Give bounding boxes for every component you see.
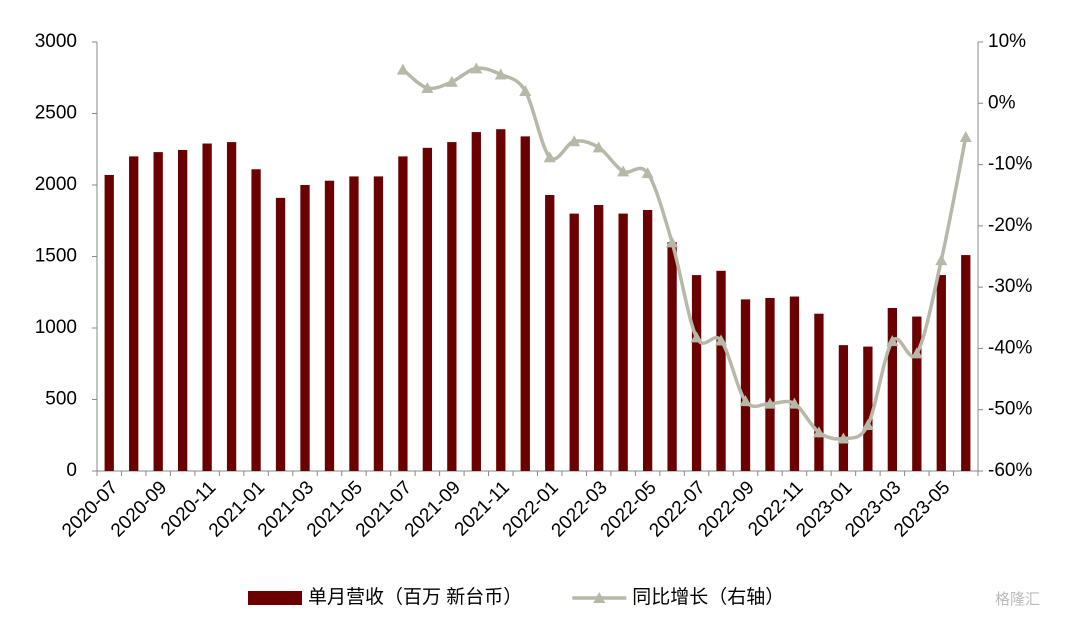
y-tick-label: 0 bbox=[66, 460, 77, 481]
bar bbox=[765, 297, 775, 471]
marker bbox=[445, 75, 458, 87]
marker bbox=[935, 254, 948, 266]
bar bbox=[838, 345, 849, 471]
legend-label: 单月营收（百万 新台币） bbox=[308, 586, 522, 608]
bar bbox=[545, 195, 555, 471]
bar bbox=[447, 142, 457, 471]
marker bbox=[788, 397, 801, 409]
marker bbox=[910, 347, 923, 359]
legend-label: 同比增长（右轴） bbox=[632, 586, 784, 608]
bar bbox=[667, 242, 677, 471]
marker bbox=[421, 81, 434, 93]
bar bbox=[349, 176, 359, 472]
bar bbox=[789, 296, 800, 471]
y2-tick-label: -60% bbox=[988, 460, 1032, 481]
marker bbox=[470, 62, 483, 74]
bar bbox=[129, 156, 139, 471]
bar bbox=[961, 255, 971, 471]
bar bbox=[912, 316, 922, 471]
y-tick-label: 500 bbox=[45, 389, 77, 410]
bar bbox=[520, 136, 530, 471]
marker bbox=[715, 334, 728, 346]
line bbox=[401, 66, 968, 441]
marker bbox=[886, 335, 899, 347]
y-tick-label: 1000 bbox=[35, 317, 77, 338]
marker bbox=[592, 141, 605, 153]
bar bbox=[863, 346, 873, 471]
bar bbox=[594, 205, 604, 471]
marker bbox=[959, 130, 972, 142]
bar bbox=[814, 313, 824, 471]
marker bbox=[861, 419, 874, 431]
marker bbox=[641, 167, 654, 179]
y-tick-label: 1500 bbox=[35, 246, 77, 267]
bar bbox=[496, 129, 506, 472]
bar bbox=[178, 149, 188, 471]
bar bbox=[740, 299, 751, 471]
bar bbox=[642, 210, 653, 471]
marker bbox=[568, 135, 581, 147]
bar bbox=[618, 213, 628, 471]
bar bbox=[153, 152, 163, 472]
bar bbox=[300, 185, 310, 471]
bar bbox=[202, 143, 212, 471]
bar bbox=[251, 169, 261, 471]
y2-tick-label: -50% bbox=[988, 399, 1032, 420]
bar bbox=[691, 275, 702, 471]
bar bbox=[936, 275, 946, 471]
bar bbox=[104, 174, 114, 472]
bar bbox=[471, 132, 481, 471]
marker bbox=[837, 432, 850, 444]
marker bbox=[519, 85, 532, 97]
bar bbox=[887, 307, 897, 471]
y2-tick-label: -10% bbox=[988, 154, 1032, 175]
marker bbox=[494, 68, 507, 80]
y2-tick-label: -20% bbox=[988, 215, 1032, 236]
bar bbox=[569, 213, 579, 471]
legend-marker bbox=[593, 592, 606, 603]
watermark: 格隆汇 bbox=[995, 591, 1040, 608]
marker bbox=[617, 165, 630, 177]
marker bbox=[690, 331, 703, 343]
bar bbox=[422, 147, 433, 471]
bar bbox=[716, 270, 726, 471]
marker bbox=[812, 426, 825, 438]
legend-swatch bbox=[248, 591, 302, 605]
y-tick-label: 2000 bbox=[35, 174, 77, 195]
bar bbox=[398, 156, 408, 471]
y2-tick-label: 10% bbox=[988, 31, 1026, 52]
bar bbox=[324, 180, 335, 471]
y2-tick-label: 0% bbox=[988, 92, 1016, 113]
y2-tick-label: -40% bbox=[988, 337, 1032, 358]
marker bbox=[666, 236, 679, 248]
bar bbox=[226, 142, 237, 471]
y-tick-label: 2500 bbox=[35, 103, 77, 124]
y-tick-label: 3000 bbox=[35, 31, 77, 52]
y2-tick-label: -30% bbox=[988, 276, 1032, 297]
bar bbox=[373, 176, 384, 472]
marker bbox=[763, 397, 776, 409]
marker bbox=[396, 63, 409, 75]
marker bbox=[543, 151, 556, 163]
bar bbox=[275, 197, 286, 471]
marker bbox=[739, 395, 752, 407]
